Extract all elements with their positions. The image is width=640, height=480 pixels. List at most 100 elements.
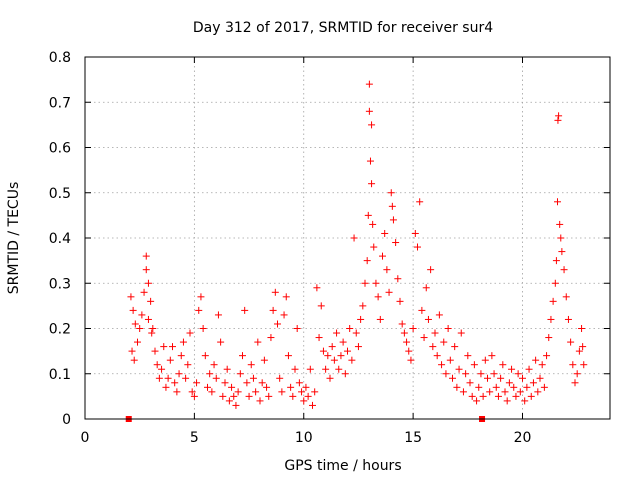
data-point (411, 229, 419, 237)
data-point (236, 370, 244, 378)
data-point (473, 397, 481, 405)
data-point (475, 383, 483, 391)
data-point (376, 315, 384, 323)
data-point (400, 329, 408, 337)
data-point (516, 388, 524, 396)
data-point (260, 356, 268, 364)
data-point (462, 370, 470, 378)
data-point (497, 374, 505, 382)
data-point (459, 388, 467, 396)
y-tick-label: 0.6 (49, 141, 71, 157)
data-point (169, 343, 176, 351)
data-point (372, 279, 380, 287)
data-point (263, 383, 271, 391)
data-point (291, 365, 299, 373)
data-point (330, 356, 338, 364)
data-point (217, 338, 225, 346)
data-point (206, 370, 214, 378)
data-point (306, 365, 314, 373)
data-point (190, 392, 198, 400)
data-point (173, 388, 181, 396)
data-point (578, 325, 586, 332)
data-point (364, 211, 372, 219)
data-point (479, 392, 487, 400)
y-tick-label: 0.7 (49, 95, 71, 111)
data-point (560, 266, 568, 274)
data-point (543, 352, 551, 360)
data-point (295, 379, 303, 387)
data-point (199, 325, 207, 332)
data-point (508, 365, 516, 373)
data-point (278, 388, 286, 396)
y-tick-label: 0.1 (49, 367, 71, 383)
data-point (333, 329, 341, 337)
data-point (501, 388, 509, 396)
data-point (468, 392, 476, 400)
data-point (131, 320, 139, 328)
data-point (142, 266, 150, 274)
data-point (265, 392, 273, 400)
data-point (573, 370, 581, 378)
data-point (512, 392, 520, 400)
data-point (567, 338, 575, 346)
data-point (446, 356, 454, 364)
data-point (457, 329, 465, 337)
data-point (164, 374, 172, 382)
data-point (370, 243, 378, 251)
data-point (525, 365, 533, 373)
y-tick-label: 0.2 (49, 322, 71, 338)
x-tick-label: 20 (514, 430, 532, 446)
data-point (466, 379, 474, 387)
data-point (230, 392, 238, 400)
data-point (455, 365, 463, 373)
data-point (381, 229, 389, 237)
data-point (193, 379, 201, 387)
data-point (284, 352, 292, 360)
data-point (429, 343, 437, 351)
data-point (128, 347, 136, 355)
data-point (363, 257, 371, 265)
data-point (438, 361, 446, 369)
data-point (175, 370, 183, 378)
data-point (407, 356, 415, 364)
data-point (302, 383, 310, 391)
data-point (179, 338, 187, 346)
data-point (529, 379, 537, 387)
data-point (481, 356, 489, 364)
data-point (409, 325, 417, 332)
data-point (341, 370, 349, 378)
data-point (344, 347, 351, 355)
data-point (337, 352, 345, 360)
data-point (368, 121, 376, 129)
data-point (368, 180, 376, 188)
chart-title: Day 312 of 2017, SRMTID for receiver sur… (193, 20, 493, 36)
data-point (365, 107, 373, 115)
data-point (538, 361, 546, 369)
data-point (234, 388, 242, 396)
data-point (201, 352, 209, 360)
data-point (554, 116, 562, 124)
data-point (392, 239, 400, 247)
data-point (258, 379, 266, 387)
data-point (519, 374, 526, 382)
data-point (571, 379, 579, 387)
data-point (188, 388, 196, 396)
data-point (564, 315, 572, 323)
data-point (350, 234, 358, 242)
data-point (359, 302, 367, 310)
data-point (142, 252, 150, 260)
data-point (552, 257, 560, 265)
y-tick-label: 0 (62, 412, 71, 428)
data-point (243, 379, 251, 387)
data-point (160, 343, 168, 351)
data-point (453, 383, 461, 391)
data-point (383, 266, 391, 274)
data-point (247, 361, 255, 369)
data-point (575, 347, 583, 355)
data-point (158, 365, 166, 373)
y-tick-label: 0.3 (49, 276, 71, 292)
data-point (136, 325, 144, 332)
data-point (440, 338, 448, 346)
data-point (374, 293, 382, 301)
data-points (125, 80, 588, 422)
